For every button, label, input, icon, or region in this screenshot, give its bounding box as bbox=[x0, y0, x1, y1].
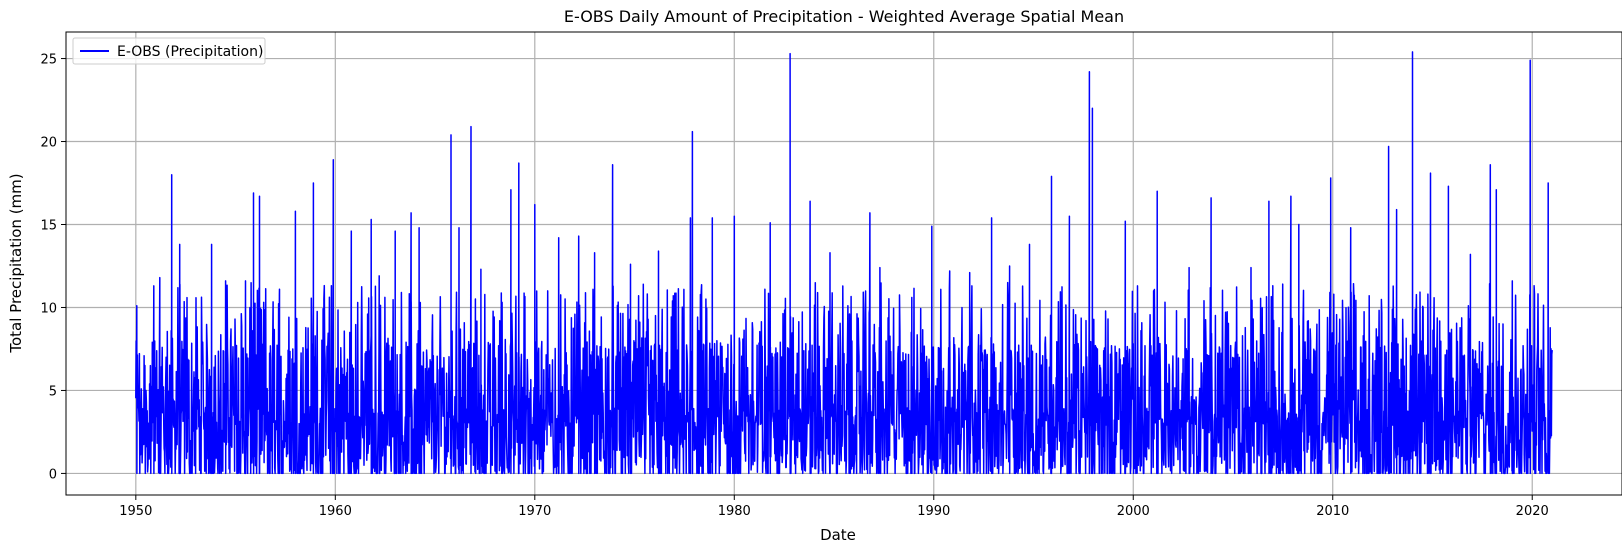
legend-box bbox=[72, 37, 266, 65]
y-tick-label: 15 bbox=[40, 219, 57, 234]
x-tick-label: 2010 bbox=[1316, 504, 1349, 519]
x-tick-label: 1980 bbox=[718, 504, 751, 519]
legend-label: E-OBS (Precipitation) bbox=[117, 44, 263, 60]
x-tick-label: 1990 bbox=[917, 504, 950, 519]
x-axis: 1950 1960 1970 1980 1990 2000 2010 2020 bbox=[119, 495, 1549, 519]
y-tick-label: 5 bbox=[49, 384, 57, 399]
y-tick-label: 25 bbox=[40, 53, 57, 68]
y-axis-label: Total Precipitation (mm) bbox=[7, 173, 25, 353]
plot-area-frame bbox=[65, 31, 1622, 496]
x-tick-label: 2000 bbox=[1117, 504, 1150, 519]
legend: E-OBS (Precipitation) bbox=[72, 37, 266, 65]
y-tick-label: 0 bbox=[49, 467, 57, 482]
y-tick-label: 10 bbox=[40, 301, 57, 316]
chart-title: E-OBS Daily Amount of Precipitation - We… bbox=[564, 7, 1124, 26]
x-tick-label: 2020 bbox=[1516, 504, 1549, 519]
series-line bbox=[135, 51, 1553, 475]
y-axis: 0 5 10 15 20 25 bbox=[40, 53, 66, 482]
precipitation-series-line bbox=[135, 51, 1553, 475]
y-tick-label: 20 bbox=[40, 136, 57, 151]
x-tick-label: 1970 bbox=[518, 504, 551, 519]
x-axis-label: Date bbox=[820, 526, 856, 544]
x-tick-label: 1950 bbox=[119, 504, 152, 519]
x-tick-label: 1960 bbox=[319, 504, 352, 519]
